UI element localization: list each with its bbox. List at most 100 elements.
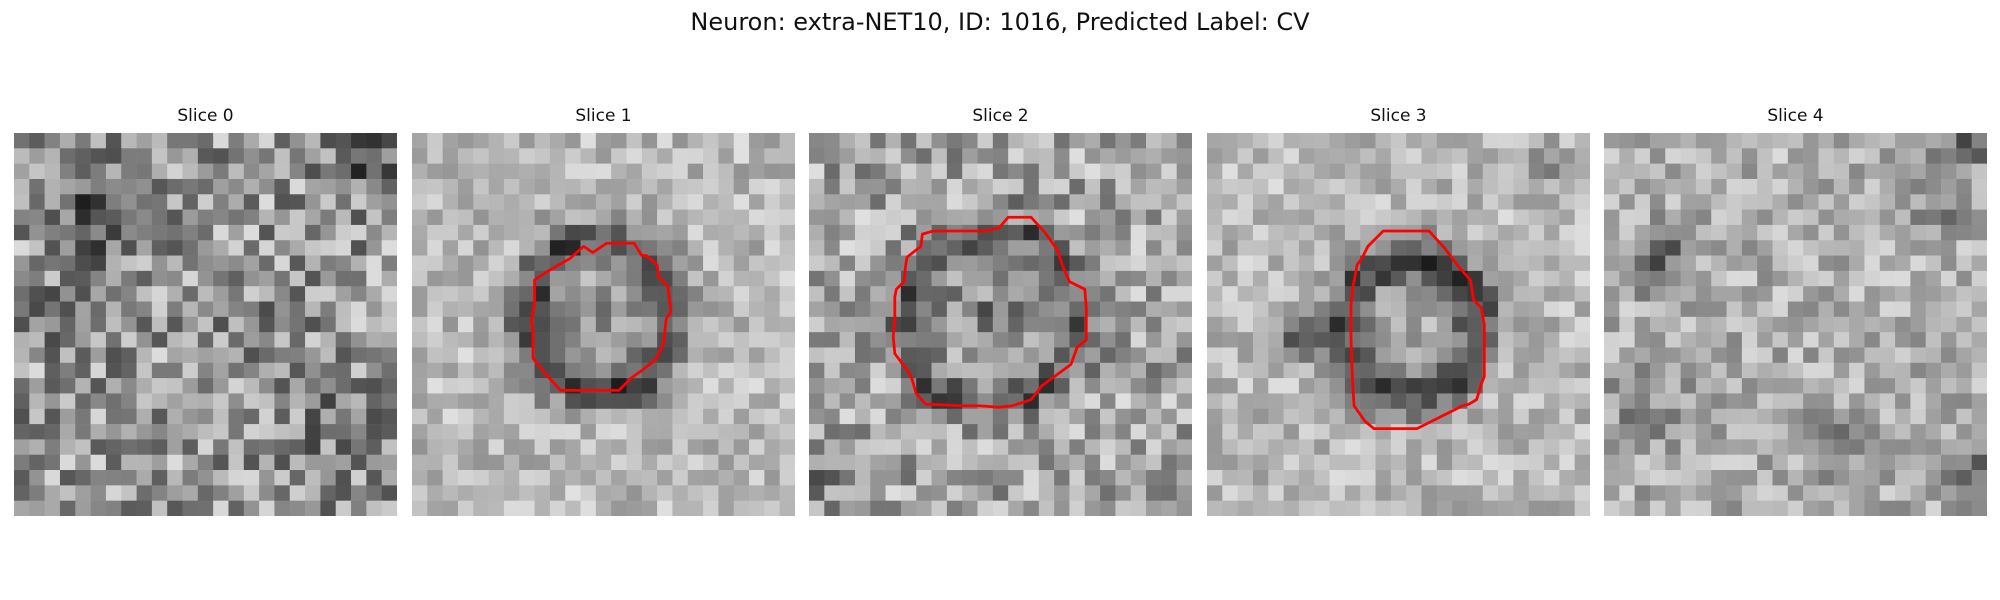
- image-pixel: [458, 470, 474, 486]
- image-pixel: [152, 133, 168, 149]
- image-pixel: [1972, 317, 1987, 333]
- image-pixel: [1773, 363, 1789, 379]
- image-pixel: [366, 148, 382, 164]
- image-pixel: [932, 455, 948, 471]
- image-pixel: [1498, 409, 1514, 425]
- image-pixel: [458, 409, 474, 425]
- image-pixel: [1314, 133, 1330, 149]
- image-pixel: [581, 133, 597, 149]
- image-pixel: [443, 439, 459, 455]
- image-pixel: [672, 393, 688, 409]
- image-pixel: [137, 271, 153, 287]
- image-pixel: [259, 378, 275, 394]
- image-pixel: [657, 485, 673, 501]
- image-pixel: [1665, 455, 1681, 471]
- image-pixel: [259, 470, 275, 486]
- image-pixel: [1727, 470, 1743, 486]
- image-pixel: [75, 363, 91, 379]
- image-pixel: [137, 210, 153, 226]
- image-pixel: [1696, 347, 1712, 363]
- image-pixel: [611, 347, 627, 363]
- image-pixel: [1849, 347, 1865, 363]
- image-pixel: [1926, 485, 1942, 501]
- image-pixel: [565, 393, 581, 409]
- image-pixel: [1345, 332, 1361, 348]
- image-pixel: [1253, 363, 1269, 379]
- image-pixel: [1619, 225, 1635, 241]
- image-pixel: [1253, 302, 1269, 318]
- image-pixel: [1575, 271, 1590, 287]
- image-pixel: [1085, 501, 1101, 516]
- image-pixel: [565, 409, 581, 425]
- image-pixel: [1529, 210, 1545, 226]
- image-pixel: [596, 470, 612, 486]
- image-pixel: [1956, 286, 1972, 302]
- image-pixel: [840, 317, 856, 333]
- image-pixel: [167, 286, 183, 302]
- image-pixel: [137, 194, 153, 210]
- image-pixel: [60, 240, 76, 256]
- image-pixel: [458, 194, 474, 210]
- image-pixel: [1849, 271, 1865, 287]
- image-pixel: [916, 256, 932, 272]
- image-pixel: [1773, 179, 1789, 195]
- image-pixel: [1757, 286, 1773, 302]
- image-pixel: [1299, 317, 1315, 333]
- image-pixel: [259, 210, 275, 226]
- image-pixel: [1788, 347, 1804, 363]
- image-pixel: [213, 378, 229, 394]
- image-pixel: [962, 485, 978, 501]
- image-pixel: [60, 194, 76, 210]
- image-pixel: [1665, 347, 1681, 363]
- image-pixel: [1177, 240, 1192, 256]
- image-pixel: [60, 302, 76, 318]
- image-pixel: [734, 194, 750, 210]
- image-pixel: [1513, 179, 1529, 195]
- image-pixel: [1604, 485, 1620, 501]
- image-pixel: [137, 286, 153, 302]
- image-pixel: [1406, 302, 1422, 318]
- image-pixel: [1956, 240, 1972, 256]
- image-pixel: [993, 363, 1009, 379]
- image-pixel: [672, 302, 688, 318]
- image-pixel: [1619, 347, 1635, 363]
- image-pixel: [1207, 302, 1223, 318]
- image-pixel: [504, 317, 520, 333]
- image-pixel: [1452, 179, 1468, 195]
- image-pixel: [703, 424, 719, 440]
- image-pixel: [1039, 501, 1055, 516]
- image-pixel: [1100, 409, 1116, 425]
- image-pixel: [1498, 286, 1514, 302]
- image-pixel: [1054, 393, 1070, 409]
- image-pixel: [1284, 332, 1300, 348]
- image-pixel: [1773, 164, 1789, 180]
- image-pixel: [290, 302, 306, 318]
- image-pixel: [412, 256, 428, 272]
- image-pixel: [1299, 210, 1315, 226]
- image-pixel: [1330, 363, 1346, 379]
- image-pixel: [1483, 378, 1499, 394]
- image-pixel: [244, 470, 260, 486]
- image-pixel: [932, 317, 948, 333]
- image-pixel: [1207, 501, 1223, 516]
- image-pixel: [1406, 439, 1422, 455]
- image-pixel: [993, 317, 1009, 333]
- image-pixel: [993, 256, 1009, 272]
- image-pixel: [14, 485, 30, 501]
- image-pixel: [1711, 210, 1727, 226]
- image-pixel: [382, 271, 397, 287]
- image-pixel: [1253, 194, 1269, 210]
- image-pixel: [901, 133, 917, 149]
- image-pixel: [1314, 271, 1330, 287]
- image-pixel: [734, 424, 750, 440]
- image-pixel: [1376, 194, 1392, 210]
- image-pixel: [412, 210, 428, 226]
- image-pixel: [1360, 179, 1376, 195]
- image-pixel: [1115, 439, 1131, 455]
- image-pixel: [1619, 133, 1635, 149]
- image-pixel: [106, 240, 122, 256]
- image-pixel: [1131, 148, 1147, 164]
- image-pixel: [75, 317, 91, 333]
- image-pixel: [1513, 302, 1529, 318]
- image-pixel: [473, 378, 489, 394]
